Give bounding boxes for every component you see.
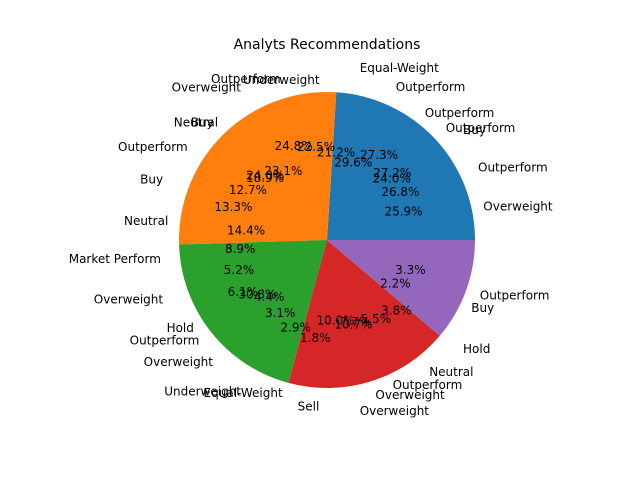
slice-label: Neutral: [124, 214, 168, 228]
slice-percent: 1.8%: [300, 331, 331, 345]
slice-label: Overweight: [483, 199, 553, 213]
pie-slice: [327, 240, 475, 336]
slice-percent: 27.3%: [360, 148, 398, 162]
slice-label: Sell: [298, 400, 320, 414]
slice-label: Outperform: [396, 80, 466, 94]
slice-label: Overweight: [94, 293, 164, 307]
slice-label: Neutral: [174, 116, 218, 130]
slice-percent: 3.8%: [381, 303, 412, 317]
slice-percent: 30.8%: [238, 288, 276, 302]
slice-label: Outperform: [393, 378, 463, 392]
slice-percent: 22.5%: [297, 140, 335, 154]
slice-label: Outperform: [446, 121, 516, 135]
slice-percent: 21.2%: [317, 146, 355, 160]
slice-percent: 23.1%: [264, 164, 302, 178]
slice-label: Outperform: [211, 72, 281, 86]
slice-percent: 24.0%: [373, 172, 411, 186]
slice-label: Underweight: [164, 385, 241, 399]
slice-percent: 2.2%: [380, 277, 411, 291]
slice-label: Hold: [167, 321, 194, 335]
slice-label: Neutral: [429, 365, 473, 379]
slice-label: Overweight: [172, 81, 242, 95]
pie-slice: [179, 240, 327, 383]
slice-percent: 5.5%: [361, 312, 392, 326]
slice-label: Outperform: [130, 334, 200, 348]
slice-percent: 5.2%: [224, 263, 255, 277]
slice-label: Overweight: [375, 388, 445, 402]
pie-slices: [178, 91, 475, 389]
slice-label: Overweight: [144, 355, 214, 369]
slice-percent: 3.1%: [265, 306, 296, 320]
slice-percent: 8.9%: [225, 242, 256, 256]
slice-label: Outperform: [478, 161, 548, 175]
slice-label: Outperform: [480, 289, 550, 303]
slice-percent: 25.9%: [384, 205, 422, 219]
slice-label: Outperform: [118, 140, 188, 154]
slice-percent: 26.8%: [381, 185, 419, 199]
slice-percent: 18.9%: [246, 171, 284, 185]
slice-label: Overweight: [360, 404, 430, 418]
slice-percent: 2.9%: [280, 320, 311, 334]
pie-slice: [288, 240, 440, 389]
slice-percent: 14.4%: [227, 223, 265, 237]
slice-label: Outperform: [425, 106, 495, 120]
pie-slice: [327, 92, 475, 240]
slice-label: Buy: [140, 172, 163, 186]
slice-labels: Outperform 24.0% Buy 24.0% Outperform 30.8% Ov…: [130, 116, 550, 402]
slice-percent: 10.0%: [316, 314, 354, 328]
slice-label: Equal-Weight: [360, 61, 439, 75]
slice-percent: 6.1%: [228, 285, 259, 299]
slice-percent: 24.8%: [275, 139, 313, 153]
slice-label: Market Perform: [69, 252, 161, 266]
slice-percent: 12.7%: [229, 183, 267, 197]
chart-title: Analyts Recommendations: [234, 37, 421, 53]
slice-percent: 29.6%: [334, 155, 372, 169]
slice-label: Underweight: [243, 73, 320, 87]
slice-percent: 13.3%: [214, 200, 252, 214]
slice-percent: 27.2%: [373, 166, 411, 180]
slice-label: Equal-Weight: [204, 386, 283, 400]
pie-slice: [178, 91, 337, 245]
slice-label: Buy: [463, 123, 486, 137]
slice-label: Buy: [191, 116, 214, 130]
label-clutter: OverweightOutperformBuyOutperformOutperf…: [69, 61, 553, 418]
slice-percent: 3.3%: [395, 263, 426, 277]
slice-label: Buy: [471, 301, 494, 315]
slice-percent: 7.7%: [340, 315, 371, 329]
slice-label: Hold: [463, 342, 490, 356]
slice-percent: 10.7%: [334, 317, 372, 331]
slice-percent: 4.4%: [254, 290, 285, 304]
slice-percent: 24.0%: [246, 169, 284, 183]
